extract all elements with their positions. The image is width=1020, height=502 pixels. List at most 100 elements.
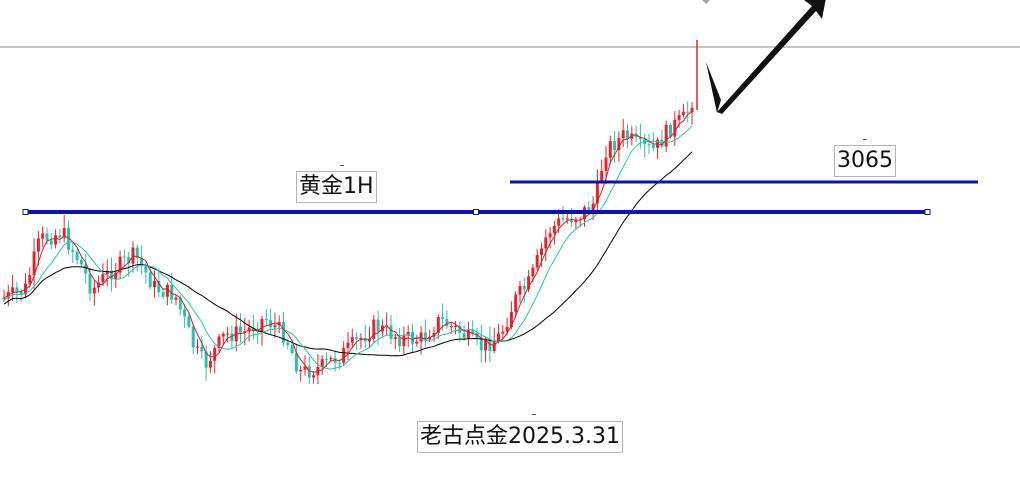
candle-body bbox=[445, 318, 449, 327]
candle-body bbox=[604, 157, 608, 171]
candle-body bbox=[110, 270, 113, 280]
candle-body bbox=[286, 342, 290, 346]
candle-body bbox=[368, 338, 371, 342]
candle-body bbox=[479, 338, 483, 351]
candle-body bbox=[509, 311, 513, 328]
candle-body bbox=[312, 375, 316, 378]
candle-body bbox=[531, 267, 535, 277]
candle-body bbox=[282, 322, 285, 343]
candle-body bbox=[260, 319, 264, 332]
candle-body bbox=[561, 218, 565, 220]
candle-body bbox=[243, 331, 247, 333]
line-handle-mid[interactable] bbox=[473, 209, 479, 215]
candle-body bbox=[406, 332, 410, 336]
candle-body bbox=[514, 294, 518, 312]
candle-body bbox=[617, 138, 621, 151]
candle-body bbox=[630, 133, 634, 139]
candle-body bbox=[595, 180, 599, 204]
candle-body bbox=[398, 337, 402, 347]
candle-body bbox=[36, 238, 40, 252]
candle-body bbox=[333, 358, 337, 363]
candle-body bbox=[200, 346, 204, 352]
candle-body bbox=[127, 257, 131, 264]
candle-body bbox=[651, 144, 655, 148]
candle-body bbox=[45, 233, 49, 241]
candle-body bbox=[256, 331, 260, 333]
candle-body bbox=[264, 319, 268, 321]
candle-body bbox=[251, 327, 255, 332]
candle-body bbox=[67, 228, 70, 250]
candle-body bbox=[522, 286, 526, 290]
candle-body bbox=[673, 119, 677, 137]
top-marker bbox=[702, 0, 710, 4]
candle-body bbox=[174, 297, 178, 300]
chart-title: 黄金1H bbox=[296, 171, 377, 203]
candle-body bbox=[393, 337, 397, 339]
candle-body bbox=[350, 337, 354, 343]
up-arrow-shaft bbox=[717, 0, 826, 114]
candle-body bbox=[363, 338, 367, 342]
candle-body bbox=[389, 325, 393, 339]
candle-body bbox=[535, 255, 539, 268]
candle-body bbox=[458, 325, 462, 334]
candle-body bbox=[19, 291, 23, 295]
candle-body bbox=[118, 256, 122, 273]
candle-body bbox=[548, 233, 552, 238]
candle-body bbox=[449, 326, 453, 328]
candle-body bbox=[518, 286, 522, 295]
candle-body bbox=[299, 369, 303, 372]
candle-body bbox=[140, 257, 144, 266]
candle-body bbox=[230, 333, 234, 342]
price-level-label: 3065 bbox=[834, 145, 896, 177]
candle-body bbox=[677, 115, 681, 120]
candle-body bbox=[527, 276, 531, 290]
candle-body bbox=[462, 333, 466, 339]
candle-body bbox=[484, 338, 488, 351]
candle-body bbox=[454, 325, 457, 327]
candle-body bbox=[84, 264, 88, 274]
candle-body bbox=[290, 345, 294, 354]
candle-body bbox=[208, 360, 212, 368]
candle-body bbox=[497, 333, 500, 341]
candle-body bbox=[492, 340, 496, 351]
candle-body bbox=[565, 218, 569, 220]
candle-body bbox=[600, 170, 604, 181]
candle-body bbox=[71, 249, 75, 252]
candle-body bbox=[28, 275, 32, 284]
candle-body bbox=[342, 347, 346, 363]
price-pin bbox=[863, 139, 867, 143]
candle-body bbox=[355, 337, 359, 340]
candle-body bbox=[101, 274, 105, 283]
candle-body bbox=[161, 292, 165, 297]
up-arrow bbox=[706, 62, 721, 113]
candle-body bbox=[183, 309, 187, 317]
candle-body bbox=[411, 332, 414, 344]
candle-body bbox=[325, 359, 328, 361]
candle-body bbox=[505, 327, 509, 332]
line-handle-right[interactable] bbox=[924, 209, 931, 215]
candle-body bbox=[376, 319, 380, 332]
candle-body bbox=[157, 280, 161, 293]
candle-body bbox=[415, 341, 419, 344]
candle-body bbox=[613, 141, 617, 151]
candle-body bbox=[11, 287, 15, 293]
candle-body bbox=[501, 331, 505, 334]
candle-body bbox=[148, 272, 152, 288]
candle-body bbox=[647, 144, 651, 146]
watermark-label: 老古点金2025.3.31 bbox=[417, 421, 623, 453]
candle-body bbox=[226, 333, 230, 335]
line-handle-left[interactable] bbox=[22, 209, 29, 215]
candle-body bbox=[273, 325, 277, 328]
candle-body bbox=[664, 124, 668, 147]
candle-body bbox=[337, 362, 341, 364]
candle-body bbox=[2, 298, 6, 300]
candle-body bbox=[320, 359, 324, 367]
candle-body bbox=[475, 333, 479, 339]
candle-body bbox=[372, 319, 376, 339]
candle-body bbox=[638, 137, 642, 140]
candle-body bbox=[79, 259, 83, 265]
candle-body bbox=[178, 297, 182, 310]
candle-body bbox=[591, 203, 595, 212]
candle-body bbox=[88, 273, 92, 294]
candle-body bbox=[196, 346, 199, 348]
